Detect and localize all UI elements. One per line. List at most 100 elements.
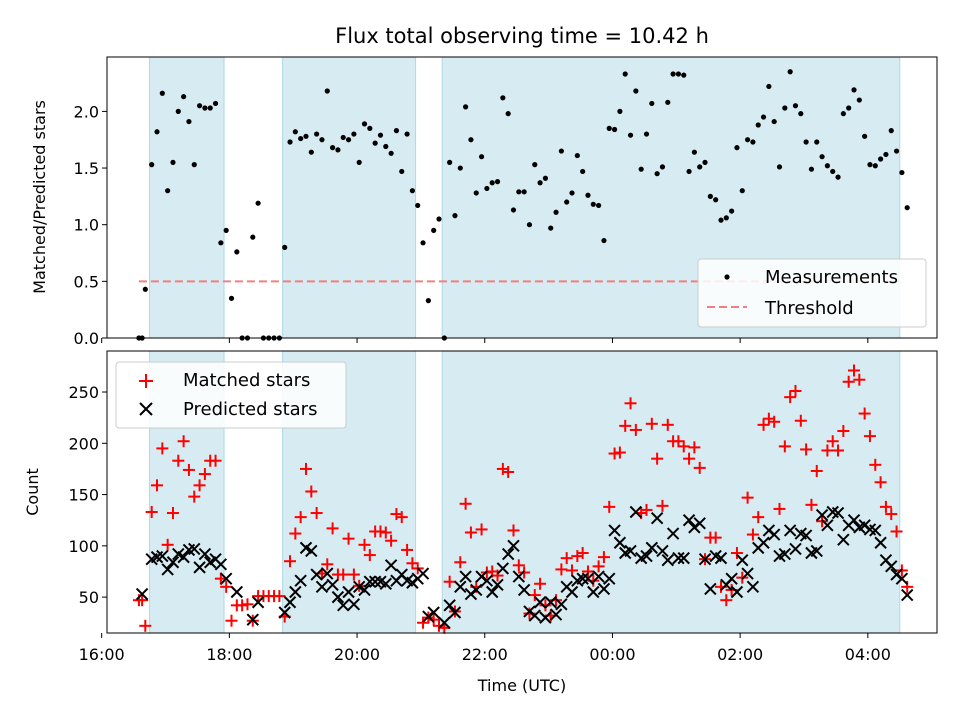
matched-star-point: [161, 538, 174, 551]
matched-star-point: [581, 565, 594, 578]
ratio-ylabel: Matched/Predicted stars: [30, 100, 49, 294]
matched-star-point: [379, 526, 392, 539]
matched-star-point: [363, 549, 376, 562]
count-panel: 50 100 150 200 250 16:00 18:00 20:00 22:00 00:00 0…: [23, 350, 938, 695]
measurement-point: [468, 137, 474, 143]
matched-star-point: [741, 491, 754, 504]
measurement-point: [181, 94, 187, 100]
matched-star-point: [321, 558, 334, 571]
count-y-tick-label: 100: [68, 537, 99, 556]
measurement-point: [611, 126, 618, 133]
matched-star-point: [629, 423, 642, 436]
measurement-point: [723, 215, 729, 221]
matched-star-point: [528, 589, 541, 602]
matched-star-point: [789, 384, 802, 397]
predicted-star-point: [555, 598, 568, 611]
measurement-point: [142, 286, 148, 292]
matched-star-point: [475, 523, 488, 536]
measurement-point: [255, 200, 261, 206]
count-y-tick-label: 150: [68, 486, 99, 505]
measurement-point: [207, 105, 213, 111]
predicted-star-point: [454, 580, 467, 594]
measurement-point: [707, 193, 713, 199]
predicted-star-point: [576, 572, 589, 585]
measurement-point: [729, 208, 735, 214]
measurement-point: [846, 105, 852, 111]
predicted-star-point: [384, 559, 398, 572]
matched-star-point: [284, 555, 297, 568]
measurement-point: [191, 162, 197, 168]
matched-star-point: [874, 476, 887, 489]
measurement-point: [792, 103, 799, 109]
matched-star-point: [709, 531, 722, 544]
matched-star-point: [608, 447, 621, 460]
count-panel-frame: [106, 350, 938, 634]
observing-interval-1: [149, 57, 225, 338]
count-y-tick-label: 200: [68, 434, 99, 453]
matched-star-point: [576, 547, 589, 560]
predicted-star-point: [736, 553, 749, 567]
predicted-star-point: [368, 575, 382, 588]
predicted-star-point: [533, 596, 547, 609]
measurement-point: [489, 180, 495, 186]
predicted-star-point: [214, 558, 228, 571]
measurement-point: [744, 137, 751, 143]
count-legend: Matched stars Predicted stars: [115, 361, 347, 429]
predicted-star-point: [613, 536, 627, 549]
count-x-tick-label: 22:00: [462, 645, 508, 664]
predicted-star-point: [166, 556, 180, 569]
matched-star-point: [768, 415, 781, 428]
matched-star-point: [800, 443, 813, 456]
predicted-star-point: [597, 582, 611, 596]
matched-star-point: [592, 560, 605, 573]
measurement-point: [564, 199, 570, 205]
measurement-point: [617, 108, 623, 114]
matched-star-point: [236, 599, 249, 612]
matched-star-point: [188, 490, 201, 503]
count-ylabel: Count: [23, 468, 42, 516]
measurement-point: [223, 227, 229, 233]
predicted-star-point: [379, 577, 393, 590]
measurement-point: [840, 111, 846, 117]
predicted-star-point: [283, 596, 297, 609]
measurement-point: [314, 131, 320, 137]
measurement-point: [409, 188, 415, 194]
measurement-point: [303, 133, 309, 139]
matched-star-point: [406, 557, 419, 570]
measurement-point: [218, 240, 224, 246]
measurement-point: [622, 71, 628, 77]
measurement-point: [505, 111, 511, 117]
measurement-point: [718, 217, 724, 223]
predicted-star-point: [347, 598, 361, 611]
predicted-star-point: [517, 583, 531, 597]
measurement-point: [697, 164, 703, 170]
measurement-point: [250, 234, 256, 240]
measurement-point: [691, 149, 697, 155]
measurement-point: [463, 104, 469, 110]
matched-star-point: [597, 551, 610, 564]
predicted-star-point: [310, 568, 323, 581]
predicted-star-point: [672, 551, 685, 565]
measurement-point: [494, 179, 501, 185]
measurement-point: [883, 151, 889, 158]
ratio-y-tick-label: 2.0: [74, 102, 99, 121]
predicted-star-point: [315, 580, 329, 594]
predicted-star-point: [725, 572, 738, 585]
measurement-point: [574, 152, 580, 159]
measurement-point: [292, 129, 298, 135]
legend-predicted-marker: [139, 402, 153, 416]
matched-star-point: [182, 463, 195, 476]
predicted-star-point: [624, 544, 637, 558]
measurement-point: [643, 131, 650, 137]
predicted-star-point: [485, 585, 499, 599]
predicted-star-point: [789, 542, 802, 556]
measurement-point: [393, 128, 400, 134]
matched-star-point: [837, 424, 850, 437]
predicted-star-point: [698, 552, 712, 566]
predicted-star-point: [682, 513, 696, 527]
measurement-point: [787, 69, 793, 75]
predicted-star-point: [501, 547, 515, 561]
predicted-star-point: [289, 585, 302, 599]
measurement-point: [713, 197, 719, 203]
matched-star-point: [145, 505, 158, 518]
